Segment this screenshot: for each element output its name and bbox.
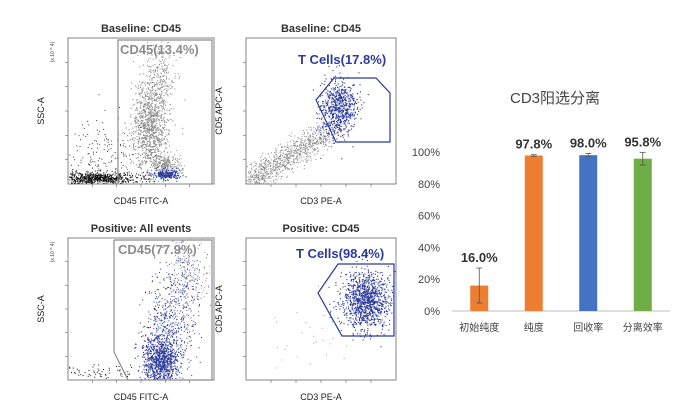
category-label: 初始纯度 xyxy=(459,321,499,334)
y-tick-label: 0% xyxy=(424,306,440,318)
category-label: 回收率 xyxy=(573,321,603,334)
flow-panel-3: Positive: All events CD45 FITC-A SSC-A (x 1… xyxy=(36,223,215,402)
gate-label: T Cells(98.4%) xyxy=(296,246,384,261)
gate-label: CD45(13.4%) xyxy=(120,42,199,57)
flow-panel-title: Positive: All events xyxy=(91,223,191,235)
x-axis-label: CD3 PE-A xyxy=(300,196,342,206)
data-label: 97.8% xyxy=(515,137,552,152)
bar-chart-title: CD3阳选分离 xyxy=(510,90,600,107)
category-label: 纯度 xyxy=(524,321,544,334)
y-tick-label: 20% xyxy=(418,274,440,286)
gate-label: T Cells(17.8%) xyxy=(298,52,386,67)
y-tick-label: 80% xyxy=(418,179,440,191)
bar-2 xyxy=(524,155,543,311)
plot-frame xyxy=(67,237,215,381)
y-tick-label: 100% xyxy=(412,147,440,159)
bar-chart: CD3阳选分离 0% 20% 40% 60% 80% 100% 16.0% 初始纯度 97.8%… xyxy=(412,90,670,334)
y-axis-label: CD5 APC-A xyxy=(214,87,224,135)
y-axis-label: SSC-A xyxy=(36,97,46,125)
category-label: 分离效率 xyxy=(623,321,663,334)
plot-frame xyxy=(67,37,215,185)
gate-polygon xyxy=(117,39,213,184)
data-label: 98.0% xyxy=(570,136,607,151)
flow-panel-1: Baseline: CD45 CD45 FITC-A SSC-A (x 10 ^ 4)… xyxy=(36,23,215,206)
flow-panel-2: Baseline: CD45 CD3 PE-A CD5 APC-A T Cells(1… xyxy=(214,23,397,206)
scatter-events xyxy=(69,41,187,184)
flow-panel-title: Positive: CD45 xyxy=(282,223,359,235)
flow-panel-title: Baseline: CD45 xyxy=(101,23,181,35)
y-axis-label: SSC-A xyxy=(36,295,46,323)
exponent-label: (x 10 ^ 4) xyxy=(50,241,56,262)
flow-cytometry-panels: Baseline: CD45 CD45 FITC-A SSC-A (x 10 ^ 4)… xyxy=(36,23,397,402)
y-axis-label: CD5 APC-A xyxy=(214,285,224,333)
gate-polygon xyxy=(317,263,395,337)
scatter-events xyxy=(69,239,212,381)
gate-polygon xyxy=(315,77,391,143)
bar-3 xyxy=(579,155,598,311)
flow-panel-4: Positive: CD45 CD3 PE-A CD5 APC-A T Cells(9… xyxy=(214,223,397,402)
data-label: 95.8% xyxy=(624,134,661,149)
gate-polygon xyxy=(113,239,213,381)
flow-panel-title: Baseline: CD45 xyxy=(281,23,361,35)
scatter-events xyxy=(274,252,396,369)
data-label: 16.0% xyxy=(461,250,498,265)
x-axis-label: CD45 FITC-A xyxy=(114,392,169,402)
scatter-events xyxy=(246,65,369,185)
x-axis-label: CD45 FITC-A xyxy=(114,196,169,206)
x-axis-label: CD3 PE-A xyxy=(300,392,342,402)
gate-label: CD45(77.9%) xyxy=(118,242,197,257)
y-tick-label: 40% xyxy=(418,242,440,254)
y-tick-label: 60% xyxy=(418,211,440,223)
bar-4 xyxy=(633,158,652,311)
exponent-label: (x 10 ^ 4) xyxy=(50,41,56,62)
